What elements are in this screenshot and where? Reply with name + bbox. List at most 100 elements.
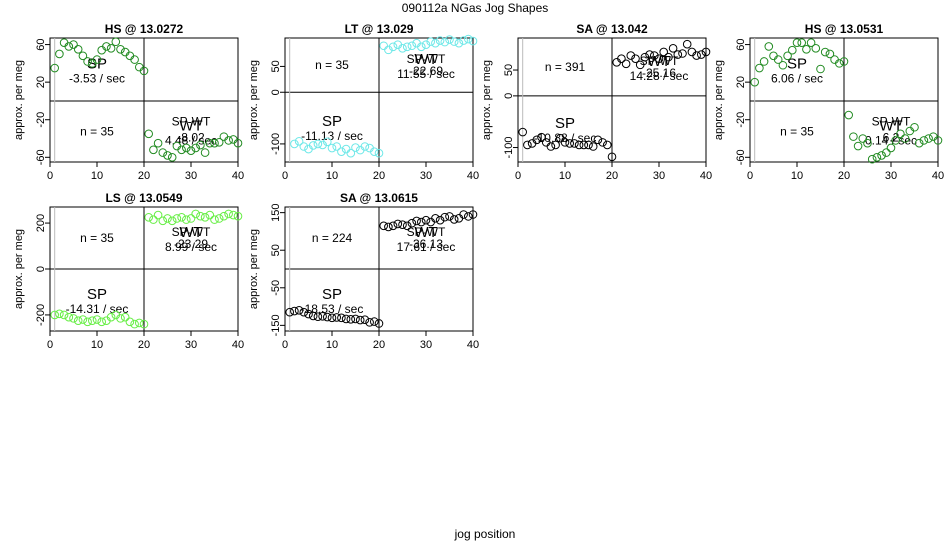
data-point — [200, 213, 210, 222]
data-point — [849, 132, 858, 141]
y-axis-label: approx. per meg — [13, 60, 25, 140]
y-tick-label: 50 — [270, 60, 282, 72]
y-tick-label: 50 — [503, 64, 515, 76]
wt-label: WT — [179, 224, 202, 241]
y-tick-label: -60 — [735, 149, 747, 165]
data-point — [464, 212, 473, 221]
x-tick-label: 0 — [515, 170, 521, 182]
data-point — [388, 221, 398, 231]
data-point — [607, 152, 617, 162]
sp-wt-label: SP-WT — [172, 114, 211, 128]
data-point — [83, 57, 92, 66]
data-point — [73, 44, 83, 54]
data-point — [682, 39, 692, 49]
data-point — [379, 41, 389, 51]
data-point — [431, 38, 440, 48]
sp-wt-label: SP-WT — [172, 225, 211, 239]
data-point — [337, 313, 346, 323]
data-point — [678, 49, 687, 58]
wt-rate: 17.61 / sec — [397, 240, 456, 254]
x-tick-label: 0 — [282, 170, 288, 182]
data-point — [384, 45, 393, 55]
sp-label: SP — [555, 115, 575, 132]
data-point — [196, 140, 205, 150]
data-point — [435, 215, 445, 225]
x-axis-label: jog position — [454, 527, 516, 541]
data-point — [588, 142, 598, 151]
x-tick-label: 10 — [91, 170, 103, 182]
data-point — [177, 145, 186, 155]
y-tick-label: 0 — [35, 266, 47, 272]
data-point — [210, 215, 219, 224]
data-point — [50, 63, 60, 73]
n-count: n = 35 — [80, 124, 114, 138]
data-point — [764, 42, 774, 51]
panels: HS @ 13.0272 0 10 20 30 40 60 20 -20 -60 approx. p… — [13, 22, 944, 351]
y-tick-label: 200 — [35, 214, 47, 232]
y-axis-label: approx. per meg — [248, 60, 260, 140]
data-point — [285, 307, 295, 317]
data-point — [144, 213, 153, 222]
panel-1: HS @ 13.0272 0 10 20 30 40 60 20 -20 -60 approx. p… — [13, 22, 244, 182]
data-point — [318, 140, 327, 150]
data-point — [290, 139, 299, 149]
data-point — [351, 143, 360, 152]
data-point — [412, 216, 421, 226]
sp-wt-value: -36.13 — [409, 237, 443, 251]
data-point — [177, 213, 186, 222]
data-point — [149, 215, 158, 224]
data-point — [919, 136, 929, 145]
data-point — [701, 47, 711, 57]
data-point — [167, 216, 177, 226]
data-point — [565, 139, 575, 148]
x-tick-label: 30 — [653, 170, 665, 182]
wt-rate: 8.99 / sec — [165, 240, 217, 254]
data-point — [351, 314, 360, 324]
data-point — [111, 37, 121, 47]
data-point — [294, 306, 304, 315]
data-point — [69, 40, 78, 49]
x-tick-label: 30 — [185, 339, 197, 351]
data-point — [896, 129, 905, 139]
sp-label: SP — [787, 55, 807, 72]
x-tick-label: 40 — [932, 170, 944, 182]
y-axis-label: approx. per meg — [713, 60, 725, 140]
data-point — [388, 42, 398, 52]
data-point — [579, 140, 589, 150]
data-point — [933, 136, 943, 145]
data-point — [445, 35, 454, 44]
y-axis-label: approx. per meg — [248, 229, 260, 309]
data-point — [910, 122, 919, 132]
x-tick-label: 20 — [606, 170, 618, 182]
data-point — [750, 77, 760, 87]
data-point — [304, 309, 313, 319]
x-tick-label: 30 — [885, 170, 897, 182]
data-point — [97, 317, 106, 327]
panel-title: SA @ 13.042 — [576, 22, 648, 36]
data-point — [811, 44, 821, 53]
data-point — [233, 211, 243, 221]
sp-rate: -3.53 / sec — [69, 71, 125, 85]
x-tick-label: 20 — [138, 170, 150, 182]
data-point — [88, 316, 97, 325]
data-point — [417, 217, 426, 227]
y-tick-label: 60 — [35, 38, 47, 50]
data-point — [355, 315, 365, 325]
x-tick-label: 20 — [373, 170, 385, 182]
data-point — [332, 142, 342, 151]
y-tick-label: -100 — [503, 137, 515, 159]
data-point — [816, 64, 825, 74]
wt-rate: 11.55 / sec — [397, 67, 455, 81]
data-point — [788, 45, 797, 55]
data-point — [186, 214, 196, 223]
data-point — [459, 210, 468, 219]
y-tick-label: -100 — [270, 133, 282, 155]
y-tick-label: 150 — [270, 203, 282, 221]
data-point — [863, 138, 872, 148]
panel-5: LS @ 13.0549 0 10 20 30 40 200 0 -200 approx. per… — [13, 191, 244, 351]
x-tick-label: 10 — [559, 170, 571, 182]
data-point — [518, 127, 528, 137]
data-point — [532, 135, 542, 145]
data-point — [459, 36, 468, 45]
